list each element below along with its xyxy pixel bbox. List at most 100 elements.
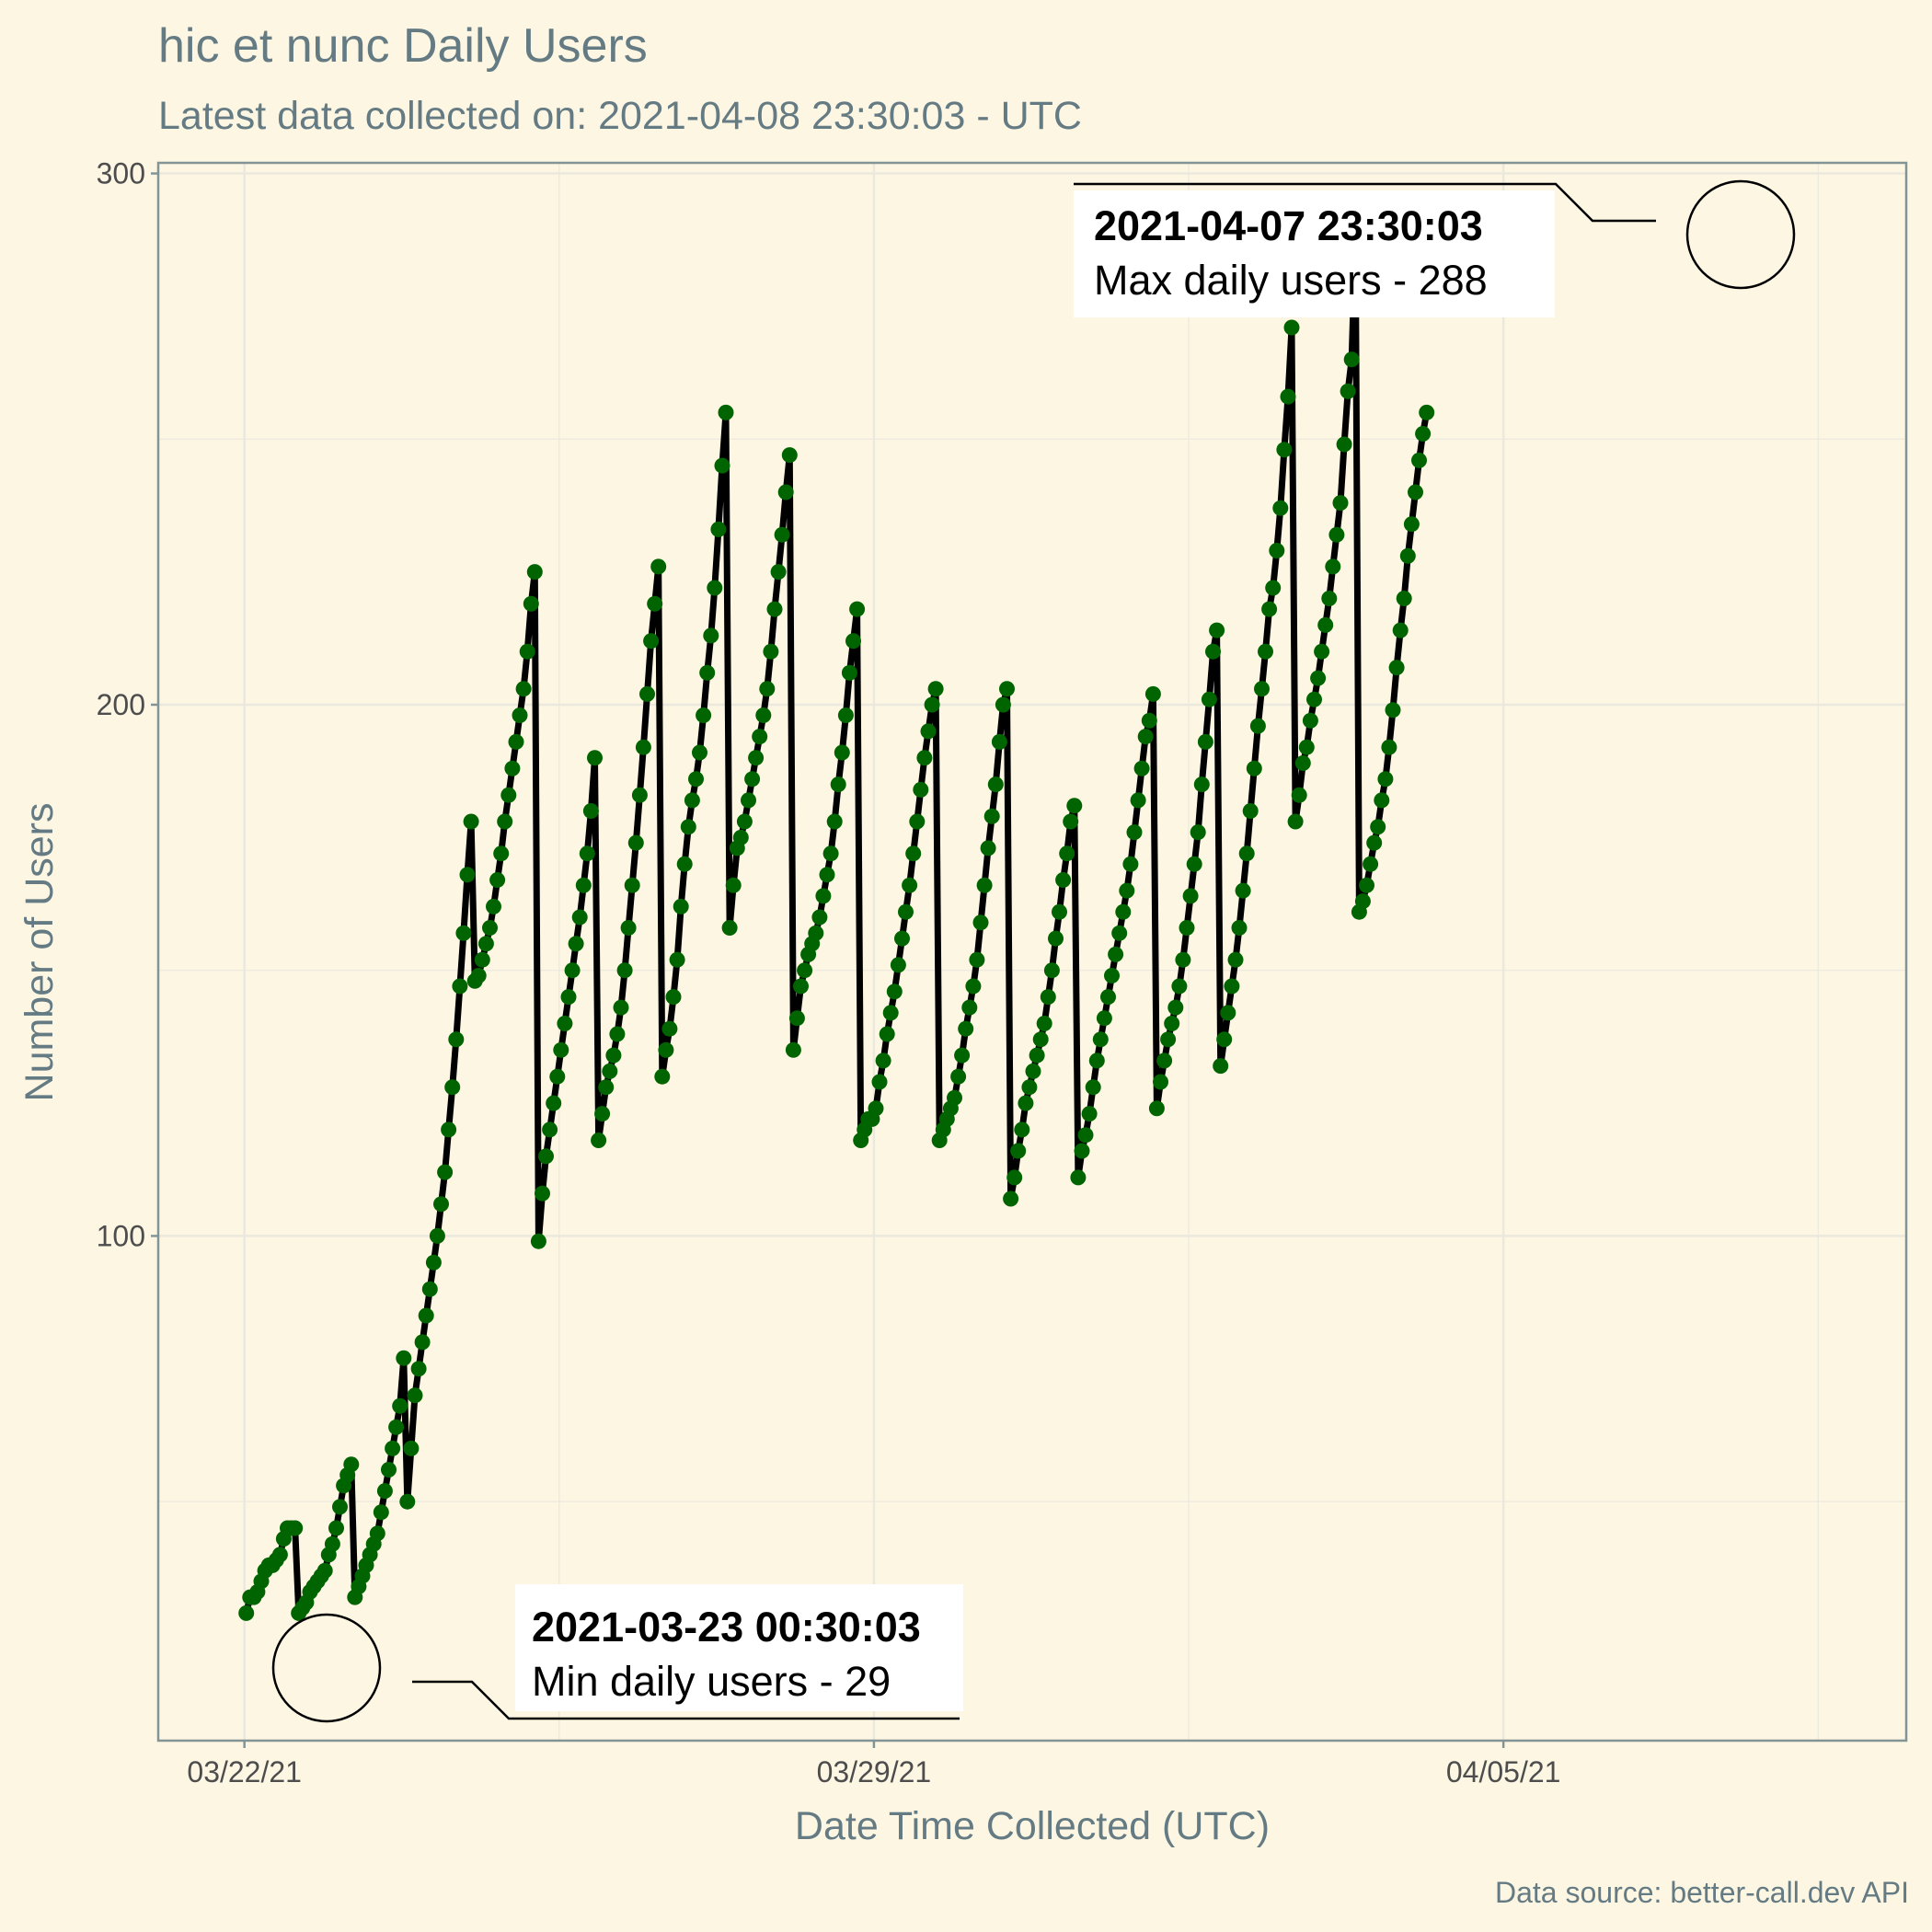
- max-callout-line: [1074, 182, 1656, 223]
- data-point: [535, 1185, 550, 1202]
- data-point: [542, 1121, 558, 1138]
- data-point: [474, 951, 490, 968]
- data-point: [530, 1233, 546, 1249]
- data-point: [913, 781, 929, 798]
- data-point: [560, 989, 577, 1006]
- data-point: [1321, 591, 1338, 606]
- data-point: [1269, 543, 1285, 558]
- data-point: [714, 457, 730, 474]
- data-point: [1156, 1052, 1173, 1069]
- data-point: [841, 664, 857, 681]
- data-point: [774, 526, 790, 543]
- data-point: [815, 888, 832, 904]
- data-point: [680, 819, 696, 835]
- data-point: [886, 983, 903, 1000]
- max-label-box: [1074, 190, 1555, 317]
- data-point: [448, 1031, 465, 1048]
- data-point: [732, 829, 749, 845]
- data-point: [486, 898, 501, 914]
- data-point: [1190, 824, 1206, 841]
- data-point: [890, 957, 906, 973]
- data-point: [1029, 1047, 1045, 1064]
- y-tick-label: 100: [97, 1219, 145, 1252]
- data-point: [909, 813, 926, 830]
- data-point: [582, 803, 599, 819]
- data-point: [658, 1041, 674, 1058]
- data-point: [1343, 351, 1360, 368]
- max-highlight-circle: [1685, 179, 1796, 290]
- data-point: [1336, 436, 1352, 453]
- data-point: [947, 1089, 962, 1106]
- data-point: [1148, 1100, 1165, 1117]
- data-point: [1104, 968, 1120, 983]
- data-point: [575, 877, 592, 893]
- data-point: [999, 681, 1015, 697]
- data-point: [1224, 978, 1240, 995]
- data-point: [834, 744, 850, 761]
- data-point: [399, 1493, 416, 1510]
- data-source-caption: Data source: better-call.dev API: [1495, 1876, 1909, 1909]
- data-point: [1193, 776, 1210, 793]
- data-point: [741, 792, 756, 809]
- data-point: [624, 877, 640, 893]
- data-point: [837, 707, 854, 723]
- data-point: [1153, 1074, 1168, 1090]
- data-point: [871, 1074, 888, 1090]
- data-point: [444, 1079, 461, 1096]
- data-point: [425, 1254, 442, 1271]
- data-point: [1306, 691, 1322, 707]
- data-point: [1302, 712, 1318, 729]
- data-point: [965, 978, 982, 995]
- data-point: [1074, 1143, 1090, 1159]
- data-point: [437, 1164, 454, 1180]
- data-point: [1108, 946, 1124, 962]
- min-label-value: Min daily users - 29: [532, 1658, 891, 1705]
- data-point: [369, 1525, 385, 1542]
- data-point: [385, 1440, 401, 1456]
- data-point: [489, 872, 506, 888]
- data-point: [972, 914, 989, 931]
- data-point: [1261, 601, 1278, 617]
- data-point: [1167, 999, 1184, 1016]
- data-point: [414, 1334, 431, 1351]
- data-point: [1021, 1079, 1038, 1096]
- data-point: [616, 962, 633, 979]
- data-point: [788, 1010, 805, 1027]
- data-point: [1258, 643, 1273, 660]
- data-point: [894, 930, 910, 947]
- data-point: [665, 989, 682, 1006]
- data-point: [316, 1562, 333, 1579]
- data-point: [1209, 622, 1225, 638]
- data-point: [504, 760, 521, 776]
- data-point: [1175, 951, 1191, 968]
- data-point: [1205, 643, 1221, 660]
- data-point: [1227, 951, 1244, 968]
- data-point: [1310, 670, 1327, 686]
- data-point: [954, 1047, 971, 1064]
- data-point: [557, 1016, 573, 1031]
- data-point: [549, 1068, 566, 1085]
- data-point: [1077, 1127, 1094, 1144]
- data-point: [1280, 388, 1296, 405]
- data-point: [1216, 1031, 1233, 1048]
- data-point: [1036, 1016, 1052, 1031]
- data-point: [609, 1026, 626, 1042]
- data-point: [459, 867, 476, 883]
- chart-title: hic et nunc Daily Users: [158, 19, 648, 73]
- data-point: [1291, 787, 1307, 803]
- data-point: [1111, 925, 1128, 941]
- data-point: [1392, 622, 1409, 638]
- data-point: [429, 1227, 445, 1244]
- data-point: [1122, 856, 1139, 872]
- data-point: [500, 787, 517, 803]
- data-point: [635, 739, 651, 755]
- min-callout-line: [412, 1680, 960, 1720]
- data-point: [1063, 813, 1079, 830]
- data-point: [1164, 1016, 1180, 1031]
- data-point: [1137, 729, 1154, 745]
- y-tick-label: 200: [97, 688, 145, 721]
- data-point: [961, 999, 978, 1016]
- data-point: [1130, 792, 1146, 809]
- data-point: [1052, 903, 1067, 920]
